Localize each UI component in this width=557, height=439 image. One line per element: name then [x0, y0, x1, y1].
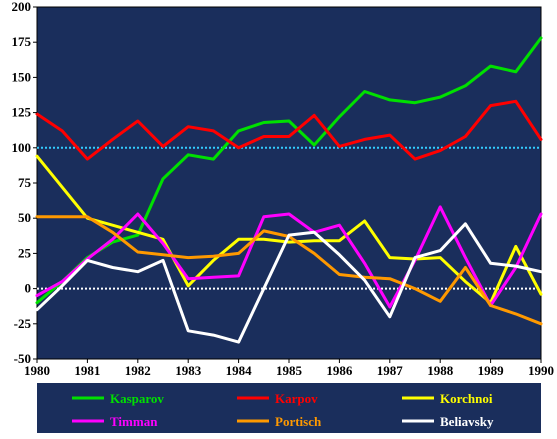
y-tick-label: -25: [14, 316, 32, 331]
y-tick-label: -50: [14, 351, 31, 366]
x-tick-label: 1986: [326, 363, 353, 378]
x-tick-label: 1987: [377, 363, 404, 378]
x-tick-label: 1985: [276, 363, 303, 378]
reference-lines: [37, 146, 541, 290]
y-axis: -50 -25 0 25 50 75 100 125 150 175 200: [12, 0, 37, 366]
legend-label-kasparov: Kasparov: [110, 391, 164, 406]
x-tick-label: 1984: [226, 363, 253, 378]
legend-label-beliavsky: Beliavsky: [440, 414, 494, 429]
legend-label-karpov: Karpov: [275, 391, 318, 406]
x-tick-label: 1983: [175, 363, 202, 378]
legend-label-portisch: Portisch: [275, 414, 322, 429]
plot-area: [36, 6, 542, 360]
series-line-karpov: [35, 99, 543, 161]
y-tick-label: 175: [12, 34, 32, 49]
x-tick-label: 1989: [478, 363, 505, 378]
legend: [37, 383, 541, 433]
y-tick-label: 75: [18, 175, 32, 190]
legend-label-timman: Timman: [110, 414, 158, 429]
y-tick-label: 150: [12, 69, 32, 84]
series-line-korchnoi: [35, 154, 543, 305]
x-axis: 1980 1981 1982 1983 1984 1985 1986 1987 1988 1989…: [24, 359, 554, 378]
y-tick-label: 125: [12, 105, 32, 120]
y-tick-label: 50: [18, 210, 31, 225]
y-tick-label: 200: [12, 0, 32, 14]
x-tick-label: 1990: [528, 363, 554, 378]
y-tick-label: 100: [12, 140, 32, 155]
y-tick-label: 25: [18, 245, 32, 260]
x-tick-label: 1980: [24, 363, 50, 378]
legend-label-korchnoi: Korchnoi: [440, 391, 493, 406]
x-tick-label: 1988: [427, 363, 454, 378]
x-tick-label: 1982: [125, 363, 151, 378]
y-tick-label: 0: [25, 281, 32, 296]
legend-items: Kasparov Karpov Korchnoi Timman Portisch Beli…: [72, 391, 494, 429]
series-lines: [35, 36, 543, 344]
x-tick-label: 1981: [74, 363, 100, 378]
series-line-beliavsky: [35, 222, 543, 344]
series-line-timman: [35, 205, 543, 309]
